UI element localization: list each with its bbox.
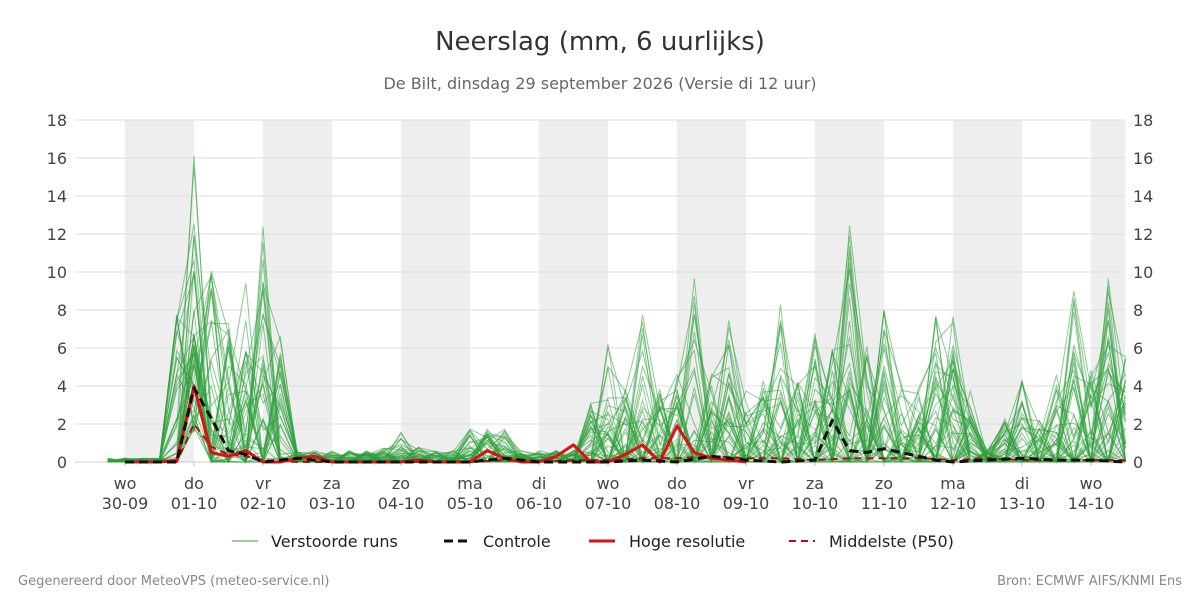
x-tick-date: 12-10: [930, 494, 977, 513]
y-tick-label-right: 2: [1133, 415, 1143, 434]
ensemble-member-line: [107, 309, 1126, 463]
x-tick-day: vr: [255, 474, 271, 493]
x-tick-date: 01-10: [171, 494, 218, 513]
x-tick-day: vr: [738, 474, 754, 493]
x-tick-day: wo: [597, 474, 620, 493]
y-tick-label-left: 0: [57, 453, 67, 472]
main-series: [125, 384, 1126, 464]
x-tick-date: 05-10: [447, 494, 494, 513]
x-tick-date: 06-10: [516, 494, 563, 513]
chart-subtitle: De Bilt, dinsdag 29 september 2026 (Vers…: [383, 74, 816, 93]
x-tick-date: 10-10: [792, 494, 839, 513]
y-tick-label-right: 0: [1133, 453, 1143, 472]
day-band: [401, 120, 470, 462]
x-tick-day: di: [532, 474, 547, 493]
y-axis-right: 0 2 4 6 8 10 12 14 16 18: [1133, 111, 1153, 472]
y-tick-label-right: 12: [1133, 225, 1153, 244]
x-tick-day: do: [667, 474, 687, 493]
footer-generated-by: Gegenereerd door MeteoVPS (meteo-service…: [18, 574, 329, 589]
x-tick-date: 11-10: [861, 494, 908, 513]
footer-source: Bron: ECMWF AIFS/KNMI Ens: [997, 574, 1182, 589]
y-tick-label-left: 2: [57, 415, 67, 434]
x-tick-day: wo: [1080, 474, 1103, 493]
legend-label-controle: Controle: [483, 532, 551, 551]
series-line-p50: [125, 423, 1126, 463]
ensemble-member-line: [107, 226, 1126, 464]
ensemble-member-line: [107, 246, 1126, 464]
legend-label-ensemble: Verstoorde runs: [271, 532, 398, 551]
x-tick-date: 14-10: [1068, 494, 1115, 513]
ensemble-lines: [107, 155, 1126, 464]
legend-label-p50: Middelste (P50): [829, 532, 954, 551]
y-tick-label-right: 8: [1133, 301, 1143, 320]
x-tick-date: 04-10: [378, 494, 425, 513]
y-tick-label-left: 14: [47, 187, 67, 206]
x-tick-date: 30-09: [102, 494, 149, 513]
y-tick-label-right: 14: [1133, 187, 1153, 206]
y-tick-label-right: 10: [1133, 263, 1153, 282]
legend-label-hoge-resolutie: Hoge resolutie: [629, 532, 745, 551]
ensemble-member-line: [107, 314, 1126, 464]
x-tick-day: zo: [392, 474, 410, 493]
x-tick-date: 13-10: [999, 494, 1046, 513]
day-bands: [125, 120, 1125, 462]
chart-title: Neerslag (mm, 6 uurlijks): [435, 27, 765, 57]
ensemble-member-line: [107, 285, 1126, 464]
x-tick-day: do: [184, 474, 204, 493]
y-tick-label-right: 18: [1133, 111, 1153, 130]
y-axis-left: 0 2 4 6 8 10 12 14 16 18: [47, 111, 67, 472]
x-tick-date: 07-10: [585, 494, 632, 513]
x-tick-date: 03-10: [309, 494, 356, 513]
x-tick-day: zo: [875, 474, 893, 493]
y-tick-label-right: 4: [1133, 377, 1143, 396]
x-tick-day: ma: [940, 474, 965, 493]
y-tick-label-left: 10: [47, 263, 67, 282]
day-band: [539, 120, 608, 462]
y-tick-label-left: 6: [57, 339, 67, 358]
x-tick-date: 02-10: [240, 494, 287, 513]
x-tick-day: ma: [457, 474, 482, 493]
series-line-controle: [125, 386, 1126, 464]
ensemble-member-line: [107, 269, 1126, 464]
y-tick-label-left: 16: [47, 149, 67, 168]
y-tick-label-left: 12: [47, 225, 67, 244]
x-tick-day: wo: [114, 474, 137, 493]
y-tick-label-left: 8: [57, 301, 67, 320]
x-axis: wo30-09do01-10vr02-10za03-10zo04-10ma05-…: [102, 462, 1115, 513]
y-tick-label-left: 4: [57, 377, 67, 396]
x-tick-day: di: [1015, 474, 1030, 493]
ensemble-member-line: [107, 275, 1126, 464]
legend: Verstoorde runs Controle Hoge resolutie …: [232, 532, 954, 551]
x-tick-day: za: [806, 474, 824, 493]
y-tick-label-right: 16: [1133, 149, 1153, 168]
x-tick-date: 09-10: [723, 494, 770, 513]
y-tick-label-left: 18: [47, 111, 67, 130]
x-tick-day: za: [323, 474, 341, 493]
day-band: [263, 120, 332, 462]
ensemble-member-line: [107, 316, 1126, 464]
x-tick-date: 08-10: [654, 494, 701, 513]
y-tick-label-right: 6: [1133, 339, 1143, 358]
